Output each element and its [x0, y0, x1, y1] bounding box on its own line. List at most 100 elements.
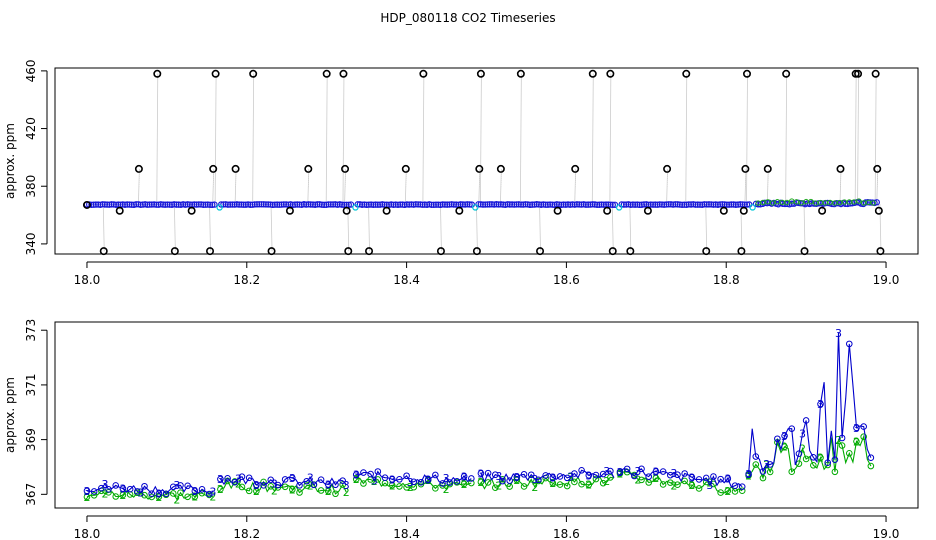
- baseline-point-series2: [851, 199, 857, 205]
- baseline-point: [291, 201, 299, 208]
- baseline-point: [220, 201, 227, 208]
- outlier-point: [854, 69, 863, 78]
- baseline-point: [367, 201, 375, 208]
- series-3-label: 3: [307, 472, 314, 485]
- baseline-point: [589, 201, 596, 208]
- baseline-point: [278, 201, 285, 208]
- series-2-point: [198, 489, 206, 497]
- series-3-point: [191, 487, 199, 495]
- spike-line: [368, 204, 370, 252]
- series-2-point: [831, 468, 839, 476]
- series-3-label: 3: [781, 430, 788, 443]
- baseline-point: [229, 201, 236, 208]
- series-2-point: [766, 468, 774, 476]
- outlier-point: [737, 247, 746, 256]
- outlier-point: [874, 206, 883, 215]
- series-3-label: 3: [585, 469, 592, 482]
- series-3-label: 3: [853, 422, 860, 435]
- series-2-label: 2: [706, 477, 713, 490]
- outlier-point: [82, 200, 91, 209]
- baseline-point: [226, 201, 234, 208]
- baseline-point: [862, 199, 869, 206]
- series-3-point: [853, 424, 860, 432]
- baseline-point: [661, 201, 668, 208]
- series-3-point: [845, 340, 853, 348]
- series-3-point: [724, 475, 732, 482]
- spike-line: [629, 204, 632, 252]
- baseline-point: [347, 201, 355, 208]
- series-3-point: [332, 481, 339, 489]
- series-3-point: [513, 473, 521, 481]
- baseline-point: [363, 201, 370, 209]
- panel-top: 18.0 18.2 18.4 18.6 18.8 19.0 340 380 420 460 app…: [3, 59, 919, 287]
- outlier-point: [818, 206, 827, 215]
- series-3-line: [356, 470, 472, 485]
- series-2-label: 2: [353, 473, 360, 486]
- spike-line: [803, 204, 806, 252]
- series-2-label: 2: [799, 443, 806, 456]
- baseline-point: [128, 201, 135, 208]
- series-3-label: 3: [443, 472, 450, 485]
- baseline-point: [575, 201, 583, 208]
- series-3-point: [774, 435, 781, 443]
- spike-line: [234, 168, 237, 205]
- baseline-point: [264, 201, 272, 208]
- baseline-point: [705, 201, 713, 208]
- baseline-point: [159, 201, 167, 208]
- series-3-point: [83, 487, 91, 495]
- series-3-point: [802, 417, 810, 424]
- baseline-point: [584, 201, 592, 208]
- gap-point: [749, 204, 756, 211]
- baseline-point: [511, 201, 518, 208]
- baseline-point: [620, 201, 628, 208]
- series-2-point: [468, 479, 475, 487]
- series-2-point: [484, 479, 492, 486]
- series-2-point: [90, 492, 98, 499]
- baseline-point: [493, 201, 500, 208]
- series-3-point: [205, 490, 213, 498]
- spike-line: [839, 168, 842, 205]
- series-3-point: [396, 476, 403, 483]
- series-2-label: 2: [101, 488, 108, 501]
- baseline-point: [164, 201, 171, 208]
- baseline-point: [119, 201, 126, 208]
- series-3-point: [238, 473, 246, 481]
- series-3-point: [289, 474, 296, 482]
- baseline-point: [211, 201, 218, 208]
- baseline-point: [723, 201, 731, 208]
- series-3-point: [296, 482, 303, 489]
- series-3-label: 3: [835, 327, 842, 340]
- series-3-label: 3: [137, 486, 144, 499]
- baseline-point: [408, 201, 415, 208]
- baseline-point: [665, 201, 672, 208]
- series-3-point: [184, 482, 191, 490]
- series-2-point: [112, 493, 120, 500]
- baseline-point: [419, 201, 426, 208]
- series-3-point: [267, 476, 275, 484]
- outlier-point: [603, 206, 612, 215]
- baseline-point: [685, 201, 693, 208]
- series-2-point: [460, 480, 468, 488]
- series-2-label: 2: [253, 485, 260, 498]
- baseline-point: [537, 201, 545, 208]
- baseline-point: [197, 201, 205, 208]
- x-tick-label: 18.0: [74, 527, 101, 540]
- baseline-point: [126, 201, 133, 208]
- baseline-point: [103, 201, 111, 208]
- baseline-point: [175, 201, 182, 208]
- baseline-point: [508, 201, 516, 208]
- series-3-point: [681, 470, 688, 477]
- panel-bottom-axes: 18.0 18.2 18.4 18.6 18.8 19.0 367 369 371 373: [24, 319, 899, 540]
- series-2-point: [578, 480, 585, 488]
- baseline-point: [327, 201, 335, 208]
- series-3-label: 3: [353, 469, 360, 482]
- series-3-point: [607, 467, 614, 475]
- series-3-point: [623, 465, 631, 473]
- series-3-point: [781, 432, 788, 440]
- spike-line: [746, 73, 748, 205]
- series-3-point: [403, 472, 410, 480]
- baseline-point-series2: [765, 199, 771, 205]
- series-2-point: [217, 485, 224, 493]
- series-2-label: 2: [549, 477, 556, 490]
- x-tick-label: 18.2: [233, 527, 260, 540]
